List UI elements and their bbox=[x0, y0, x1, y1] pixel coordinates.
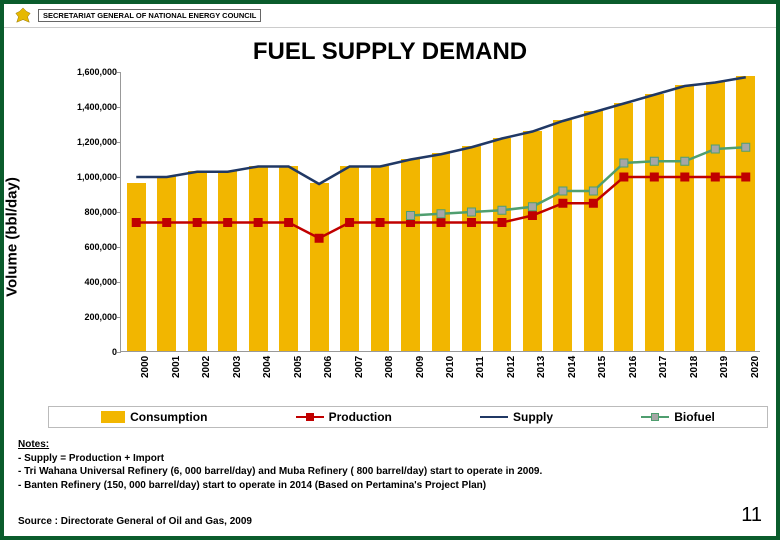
source-text: Source : Directorate General of Oil and … bbox=[18, 516, 252, 527]
consumption-bar bbox=[279, 166, 298, 352]
legend-item: Supply bbox=[480, 410, 553, 424]
x-tick: 2016 bbox=[628, 356, 639, 378]
consumption-bar bbox=[401, 159, 420, 352]
consumption-bar bbox=[188, 171, 207, 351]
x-tick: 2014 bbox=[567, 356, 578, 378]
x-tick: 2018 bbox=[689, 356, 700, 378]
x-tick: 2004 bbox=[262, 356, 273, 378]
consumption-bar bbox=[249, 166, 268, 352]
consumption-bar bbox=[157, 176, 176, 351]
x-tick: 2007 bbox=[354, 356, 365, 378]
notes-line: - Supply = Production + Import bbox=[18, 452, 762, 466]
y-axis-label: Volume (bbl/day) bbox=[4, 177, 21, 297]
consumption-bar bbox=[645, 94, 664, 351]
legend-item: Biofuel bbox=[641, 410, 715, 424]
consumption-bar bbox=[614, 103, 633, 352]
header-bar: SECRETARIAT GENERAL OF NATIONAL ENERGY C… bbox=[4, 4, 776, 28]
x-tick: 2010 bbox=[445, 356, 456, 378]
crest-icon bbox=[14, 7, 32, 25]
consumption-bar bbox=[553, 120, 572, 351]
x-tick: 2012 bbox=[506, 356, 517, 378]
consumption-bar bbox=[371, 166, 390, 352]
x-tick: 2019 bbox=[719, 356, 730, 378]
legend-label: Supply bbox=[513, 410, 553, 424]
x-tick: 2003 bbox=[232, 356, 243, 378]
legend-item: Consumption bbox=[101, 410, 207, 424]
consumption-bar bbox=[218, 171, 237, 351]
consumption-bar bbox=[675, 85, 694, 351]
x-tick: 2000 bbox=[140, 356, 151, 378]
consumption-bar bbox=[462, 146, 481, 351]
x-tick: 2009 bbox=[415, 356, 426, 378]
notes-title: Notes: bbox=[18, 438, 762, 452]
consumption-bar bbox=[706, 82, 725, 352]
consumption-bar bbox=[584, 111, 603, 351]
consumption-bar bbox=[127, 183, 146, 351]
consumption-bar bbox=[523, 131, 542, 352]
page-number: 11 bbox=[741, 504, 762, 527]
consumption-bar bbox=[310, 183, 329, 351]
legend-swatch bbox=[480, 416, 508, 418]
y-tick: 400,000 bbox=[49, 277, 117, 287]
notes-line: - Banten Refinery (150, 000 barrel/day) … bbox=[18, 479, 762, 493]
y-tick: 600,000 bbox=[49, 242, 117, 252]
x-tick: 2002 bbox=[201, 356, 212, 378]
legend-swatch bbox=[641, 416, 669, 418]
x-tick: 2001 bbox=[171, 356, 182, 378]
legend-swatch bbox=[101, 411, 125, 423]
x-tick: 2005 bbox=[293, 356, 304, 378]
chart-title: FUEL SUPPLY DEMAND bbox=[4, 38, 776, 66]
legend-label: Production bbox=[329, 410, 392, 424]
consumption-bar bbox=[736, 76, 755, 351]
x-tick: 2017 bbox=[658, 356, 669, 378]
legend-item: Production bbox=[296, 410, 392, 424]
x-tick: 2006 bbox=[323, 356, 334, 378]
y-tick: 1,200,000 bbox=[49, 137, 117, 147]
legend-label: Biofuel bbox=[674, 410, 715, 424]
chart: Volume (bbl/day) 0200,000400,000600,0008… bbox=[48, 72, 768, 402]
y-tick: 0 bbox=[49, 347, 117, 357]
legend: Consumption Production Supply Biofuel bbox=[48, 406, 768, 428]
y-tick: 1,000,000 bbox=[49, 172, 117, 182]
notes-line: - Tri Wahana Universal Refinery (6, 000 … bbox=[18, 465, 762, 479]
org-label: SECRETARIAT GENERAL OF NATIONAL ENERGY C… bbox=[38, 9, 261, 22]
footer: Source : Directorate General of Oil and … bbox=[18, 504, 762, 527]
x-tick: 2008 bbox=[384, 356, 395, 378]
legend-swatch bbox=[296, 416, 324, 418]
notes: Notes: - Supply = Production + Import - … bbox=[18, 438, 762, 492]
slide-frame: SECRETARIAT GENERAL OF NATIONAL ENERGY C… bbox=[0, 0, 780, 540]
legend-label: Consumption bbox=[130, 410, 207, 424]
x-tick: 2011 bbox=[475, 356, 486, 378]
y-tick: 1,400,000 bbox=[49, 102, 117, 112]
x-tick: 2020 bbox=[750, 356, 761, 378]
consumption-bar bbox=[432, 153, 451, 351]
x-tick: 2015 bbox=[597, 356, 608, 378]
y-tick: 200,000 bbox=[49, 312, 117, 322]
consumption-bar bbox=[340, 166, 359, 352]
consumption-bar bbox=[493, 138, 512, 352]
y-tick: 800,000 bbox=[49, 207, 117, 217]
y-tick: 1,600,000 bbox=[49, 67, 117, 77]
x-tick: 2013 bbox=[536, 356, 547, 378]
plot-area: 0200,000400,000600,000800,0001,000,0001,… bbox=[120, 72, 760, 352]
